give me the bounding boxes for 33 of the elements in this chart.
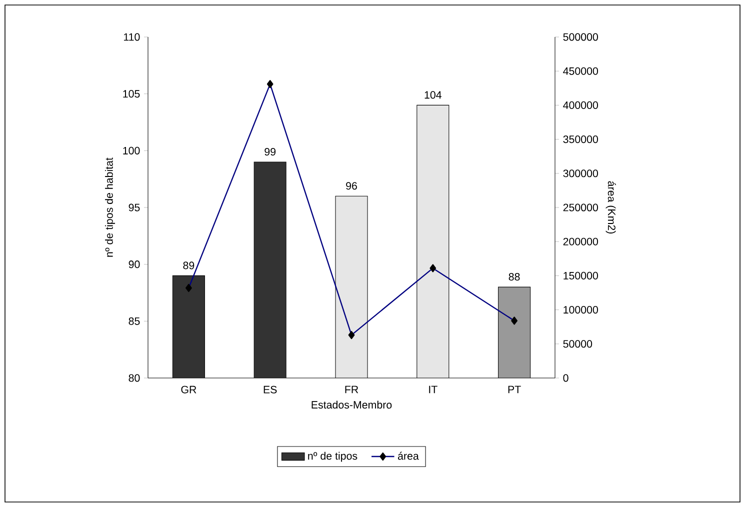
y2-tick-label: 500000 <box>563 33 598 41</box>
y-tick-label: 95 <box>128 204 140 212</box>
x-tick-label: ES <box>264 386 277 394</box>
y-tick-label: 90 <box>128 260 140 268</box>
y2-tick-label: 50000 <box>563 340 592 348</box>
legend-label: área <box>398 452 419 460</box>
y-tick-label: 100 <box>123 146 140 154</box>
y2-tick-label: 350000 <box>563 136 598 144</box>
y-tick-label: 105 <box>123 90 140 98</box>
y-tick-label: 80 <box>128 374 140 382</box>
x-tick-label: FR <box>345 386 358 394</box>
y2-tick-label: 0 <box>563 374 568 382</box>
y2-tick-label: 100000 <box>564 306 598 314</box>
y2-tick-label: 400000 <box>563 101 598 109</box>
data-label: 99 <box>264 148 276 156</box>
y2-tick-label: 450000 <box>563 67 598 75</box>
y-axis-title: nº de tipos de habitat <box>105 158 116 257</box>
data-label: 88 <box>508 273 520 281</box>
x-axis-title: Estados-Membro <box>312 400 392 409</box>
legend-label: nº de tipos <box>308 452 358 462</box>
y2-tick-label: 300000 <box>563 170 598 178</box>
data-label: 89 <box>183 262 194 270</box>
x-tick-label: PT <box>508 386 521 394</box>
y2-tick-label: 150000 <box>564 272 598 280</box>
y2-axis-title: área (Km2) <box>606 181 616 234</box>
data-label: 96 <box>346 182 357 190</box>
y2-tick-label: 200000 <box>563 238 598 246</box>
y2-tick-label: 250000 <box>563 204 598 212</box>
y-tick-label: 110 <box>124 33 140 41</box>
data-label: 104 <box>424 91 442 99</box>
x-tick-label: GR <box>181 386 196 394</box>
y-tick-label: 85 <box>128 317 140 325</box>
x-tick-label: IT <box>429 386 438 394</box>
